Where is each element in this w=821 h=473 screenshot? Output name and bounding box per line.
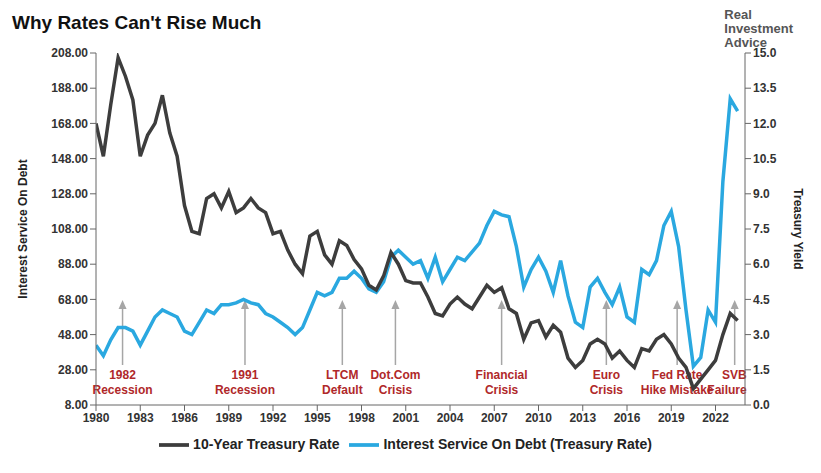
svg-text:7.5: 7.5: [753, 222, 770, 236]
svg-text:3.0: 3.0: [753, 328, 770, 342]
svg-text:Recession: Recession: [93, 383, 153, 397]
svg-text:0.0: 0.0: [753, 398, 770, 412]
svg-text:148.00: 148.00: [51, 152, 88, 166]
svg-text:12.0: 12.0: [753, 117, 777, 131]
svg-text:8.00: 8.00: [65, 398, 89, 412]
html-text:10-Year Treasury Rate: 10-Year Treasury Rate: [193, 435, 340, 452]
svg-text:1986: 1986: [171, 411, 198, 425]
svg-text:Hike Mistake: Hike Mistake: [641, 383, 714, 397]
svg-text:Euro: Euro: [593, 368, 620, 382]
svg-text:6.0: 6.0: [753, 257, 770, 271]
svg-text:2004: 2004: [437, 411, 464, 425]
html-text:Interest Service On Debt (Trea: Interest Service On Debt (Treasury Rate): [383, 435, 652, 452]
svg-text:Dot.Com: Dot.Com: [370, 368, 420, 382]
svg-text:10.5: 10.5: [753, 152, 777, 166]
svg-text:Crisis: Crisis: [590, 383, 624, 397]
svg-text:2019: 2019: [658, 411, 685, 425]
svg-text:13.5: 13.5: [753, 81, 777, 95]
svg-text:28.00: 28.00: [58, 363, 88, 377]
svg-text:1995: 1995: [304, 411, 331, 425]
html-text:Real: Real: [724, 7, 752, 22]
svg-text:LTCM: LTCM: [326, 368, 358, 382]
svg-text:Treasury Yield: Treasury Yield: [791, 188, 805, 269]
svg-text:Default: Default: [322, 383, 363, 397]
svg-text:SVB: SVB: [722, 368, 747, 382]
svg-text:9.0: 9.0: [753, 187, 770, 201]
svg-text:1982: 1982: [109, 368, 136, 382]
svg-text:108.00: 108.00: [51, 222, 88, 236]
html-text:Advice: Advice: [724, 35, 767, 50]
svg-text:2022: 2022: [702, 411, 729, 425]
svg-text:Fed Rate: Fed Rate: [652, 368, 703, 382]
svg-text:4.5: 4.5: [753, 293, 770, 307]
svg-text:15.0: 15.0: [753, 46, 777, 60]
svg-text:1980: 1980: [83, 411, 110, 425]
svg-text:1992: 1992: [260, 411, 287, 425]
svg-text:2007: 2007: [481, 411, 508, 425]
svg-text:1991: 1991: [232, 368, 259, 382]
html-text:Investment: Investment: [724, 21, 793, 36]
svg-text:128.00: 128.00: [51, 187, 88, 201]
svg-text:2001: 2001: [392, 411, 419, 425]
svg-text:48.00: 48.00: [58, 328, 88, 342]
svg-text:208.00: 208.00: [51, 46, 88, 60]
svg-text:68.00: 68.00: [58, 293, 88, 307]
svg-text:2010: 2010: [525, 411, 552, 425]
svg-text:Recession: Recession: [215, 383, 275, 397]
svg-text:168.00: 168.00: [51, 117, 88, 131]
svg-text:Crisis: Crisis: [485, 383, 519, 397]
svg-text:1998: 1998: [348, 411, 375, 425]
html-text:Why Rates Can't Rise Much: Why Rates Can't Rise Much: [12, 12, 262, 33]
svg-text:1989: 1989: [215, 411, 242, 425]
svg-text:Failure: Failure: [707, 383, 747, 397]
svg-text:2016: 2016: [614, 411, 641, 425]
svg-text:Crisis: Crisis: [379, 383, 413, 397]
svg-text:1.5: 1.5: [753, 363, 770, 377]
svg-text:2013: 2013: [569, 411, 596, 425]
svg-text:88.00: 88.00: [58, 257, 88, 271]
svg-text:1983: 1983: [127, 411, 154, 425]
svg-text:188.00: 188.00: [51, 81, 88, 95]
svg-text:Financial: Financial: [476, 368, 528, 382]
svg-text:Interest Service On Debt: Interest Service On Debt: [16, 159, 30, 298]
